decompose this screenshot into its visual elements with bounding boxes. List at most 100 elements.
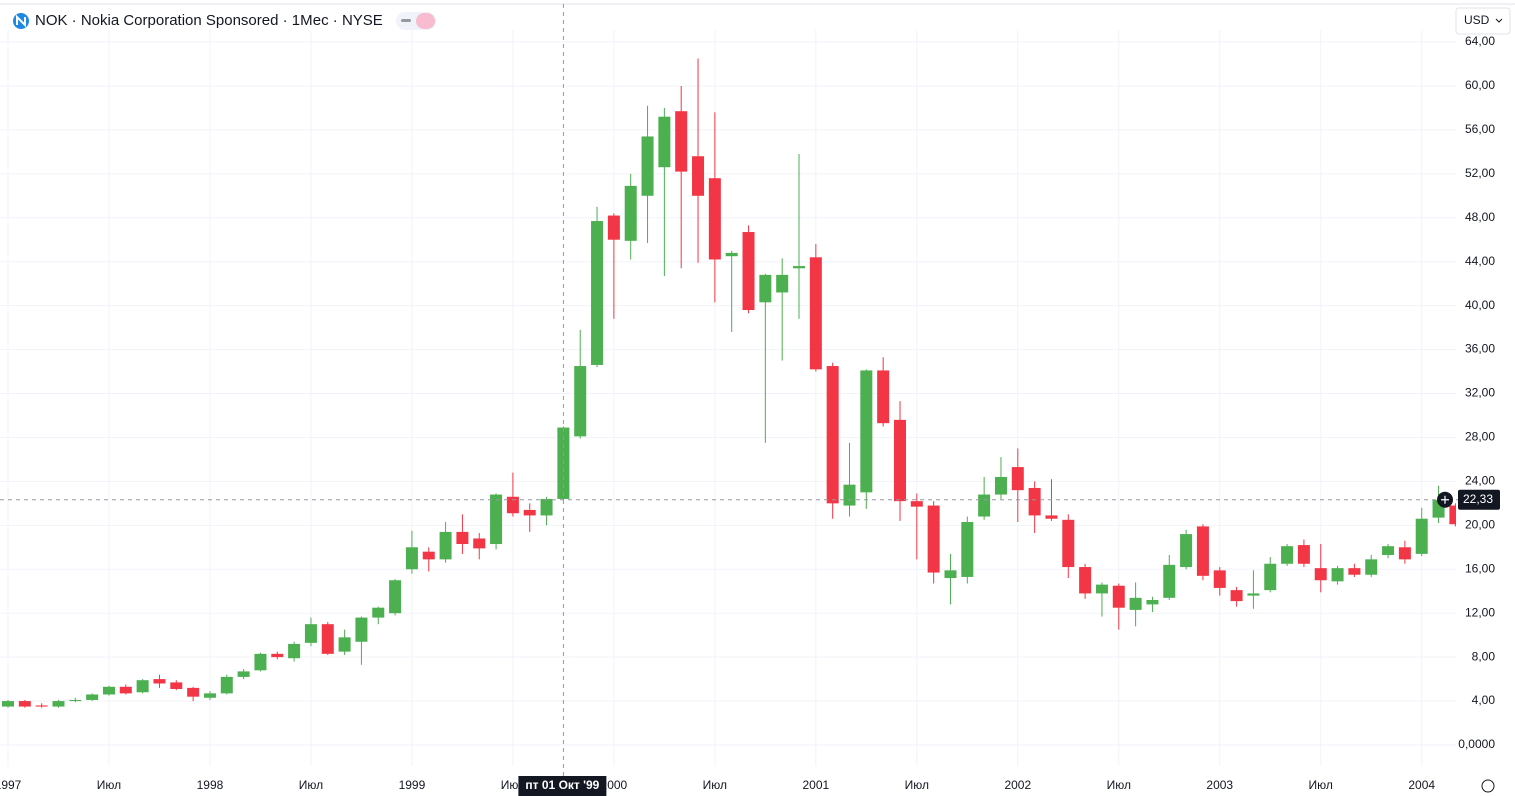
- candle-body: [506, 496, 519, 514]
- crosshair-price-label: 22,33: [1463, 492, 1493, 506]
- candle-body: [102, 686, 115, 695]
- candle-body: [372, 607, 385, 618]
- crosshair-date-label: пт 01 Окт '99: [525, 778, 599, 792]
- candle-body: [826, 366, 839, 504]
- chart-title: NOK · Nokia Corporation Sponsored · 1Мес…: [35, 12, 383, 29]
- x-tick-label: 2001: [802, 778, 829, 792]
- x-tick-label: 2003: [1206, 778, 1233, 792]
- candle-body: [1415, 518, 1428, 554]
- candle-body: [86, 694, 99, 700]
- y-tick-label: 4,00: [1472, 693, 1496, 707]
- candle-body: [1247, 593, 1260, 596]
- candle-body: [1112, 585, 1125, 608]
- candle-body: [1011, 467, 1024, 491]
- y-tick-label: 52,00: [1465, 166, 1495, 180]
- candle-body: [338, 637, 351, 652]
- candle-body: [237, 671, 250, 677]
- x-tick-label: 1999: [399, 778, 426, 792]
- y-tick-label: 60,00: [1465, 78, 1495, 92]
- candle-body: [843, 484, 856, 506]
- toggle-icon: [401, 19, 411, 22]
- candle-body: [304, 624, 317, 643]
- candle-body: [893, 419, 906, 502]
- candle-body: [170, 682, 183, 689]
- settings-button[interactable]: [1481, 779, 1495, 793]
- x-tick-label: 2000: [601, 778, 628, 792]
- candle-body: [540, 498, 553, 516]
- candle-body: [355, 617, 368, 642]
- currency-select[interactable]: [1455, 7, 1511, 35]
- candle-body: [254, 653, 267, 671]
- candle-body: [119, 686, 132, 694]
- candle-body: [1297, 545, 1310, 564]
- candle-body: [136, 680, 149, 693]
- candle-body: [1382, 546, 1395, 555]
- candle-body: [641, 136, 654, 196]
- candle-body: [574, 366, 587, 437]
- candle-body: [203, 693, 216, 698]
- candle-body: [742, 232, 755, 311]
- candle-body: [776, 274, 789, 293]
- y-tick-label: 56,00: [1465, 122, 1495, 136]
- candle-body: [52, 701, 65, 707]
- x-tick-label: Июл: [905, 778, 929, 792]
- x-tick-label: 2002: [1004, 778, 1031, 792]
- candle-body: [456, 531, 469, 544]
- candle-body: [944, 570, 957, 579]
- candle-body: [2, 701, 14, 707]
- candle-body: [759, 274, 772, 303]
- candle-body: [153, 679, 166, 684]
- candle-body: [439, 531, 452, 560]
- candle-body: [978, 494, 991, 517]
- y-tick-label: 20,00: [1465, 517, 1495, 531]
- toggle-active[interactable]: [416, 13, 435, 29]
- candle-body: [1230, 590, 1243, 602]
- candle-body: [490, 494, 503, 544]
- candle-body: [1045, 515, 1058, 519]
- candle-body: [692, 156, 705, 196]
- y-tick-label: 12,00: [1465, 605, 1495, 619]
- y-tick-label: 32,00: [1465, 386, 1495, 400]
- candle-body: [1129, 597, 1142, 610]
- crosshair-date-box: [518, 776, 607, 796]
- candle-body: [624, 185, 637, 241]
- y-tick-label: 40,00: [1465, 298, 1495, 312]
- candle-body: [187, 687, 200, 697]
- add-icon: [1441, 495, 1449, 504]
- candle-body: [1398, 547, 1411, 560]
- candle-body: [422, 551, 435, 560]
- candle-body: [220, 676, 233, 694]
- candle-body: [1331, 568, 1344, 582]
- dropdown-arrow: [1495, 18, 1503, 23]
- candle-body: [1365, 559, 1378, 575]
- candle-body: [910, 501, 923, 507]
- candle-body: [1180, 534, 1193, 568]
- candle-body: [473, 538, 486, 549]
- candle-body: [860, 370, 873, 493]
- candle-body: [708, 178, 721, 260]
- candle-body: [1079, 567, 1092, 594]
- candle-body: [1163, 564, 1176, 598]
- candle-body: [927, 505, 940, 573]
- candle-body: [69, 699, 82, 702]
- candle-body: [1449, 505, 1456, 525]
- x-tick-label: 1997: [0, 778, 22, 792]
- candle-body: [877, 370, 890, 424]
- candle-body: [288, 643, 301, 659]
- candle-body: [994, 476, 1007, 495]
- y-tick-label: 48,00: [1465, 210, 1495, 224]
- candle-body: [523, 509, 536, 516]
- candle-body: [1264, 563, 1277, 591]
- candle-body: [1281, 546, 1294, 564]
- candle-body: [793, 266, 806, 269]
- y-tick-label: 28,00: [1465, 430, 1495, 444]
- x-tick-label: 1998: [197, 778, 224, 792]
- candle-body: [591, 221, 604, 365]
- y-tick-label: 8,00: [1472, 649, 1496, 663]
- candle-body: [1348, 568, 1361, 575]
- candle-body: [675, 111, 688, 172]
- candle-body: [725, 252, 738, 257]
- y-tick-label: 16,00: [1465, 561, 1495, 575]
- x-tick-label: Июл: [97, 778, 121, 792]
- candle-body: [321, 624, 334, 654]
